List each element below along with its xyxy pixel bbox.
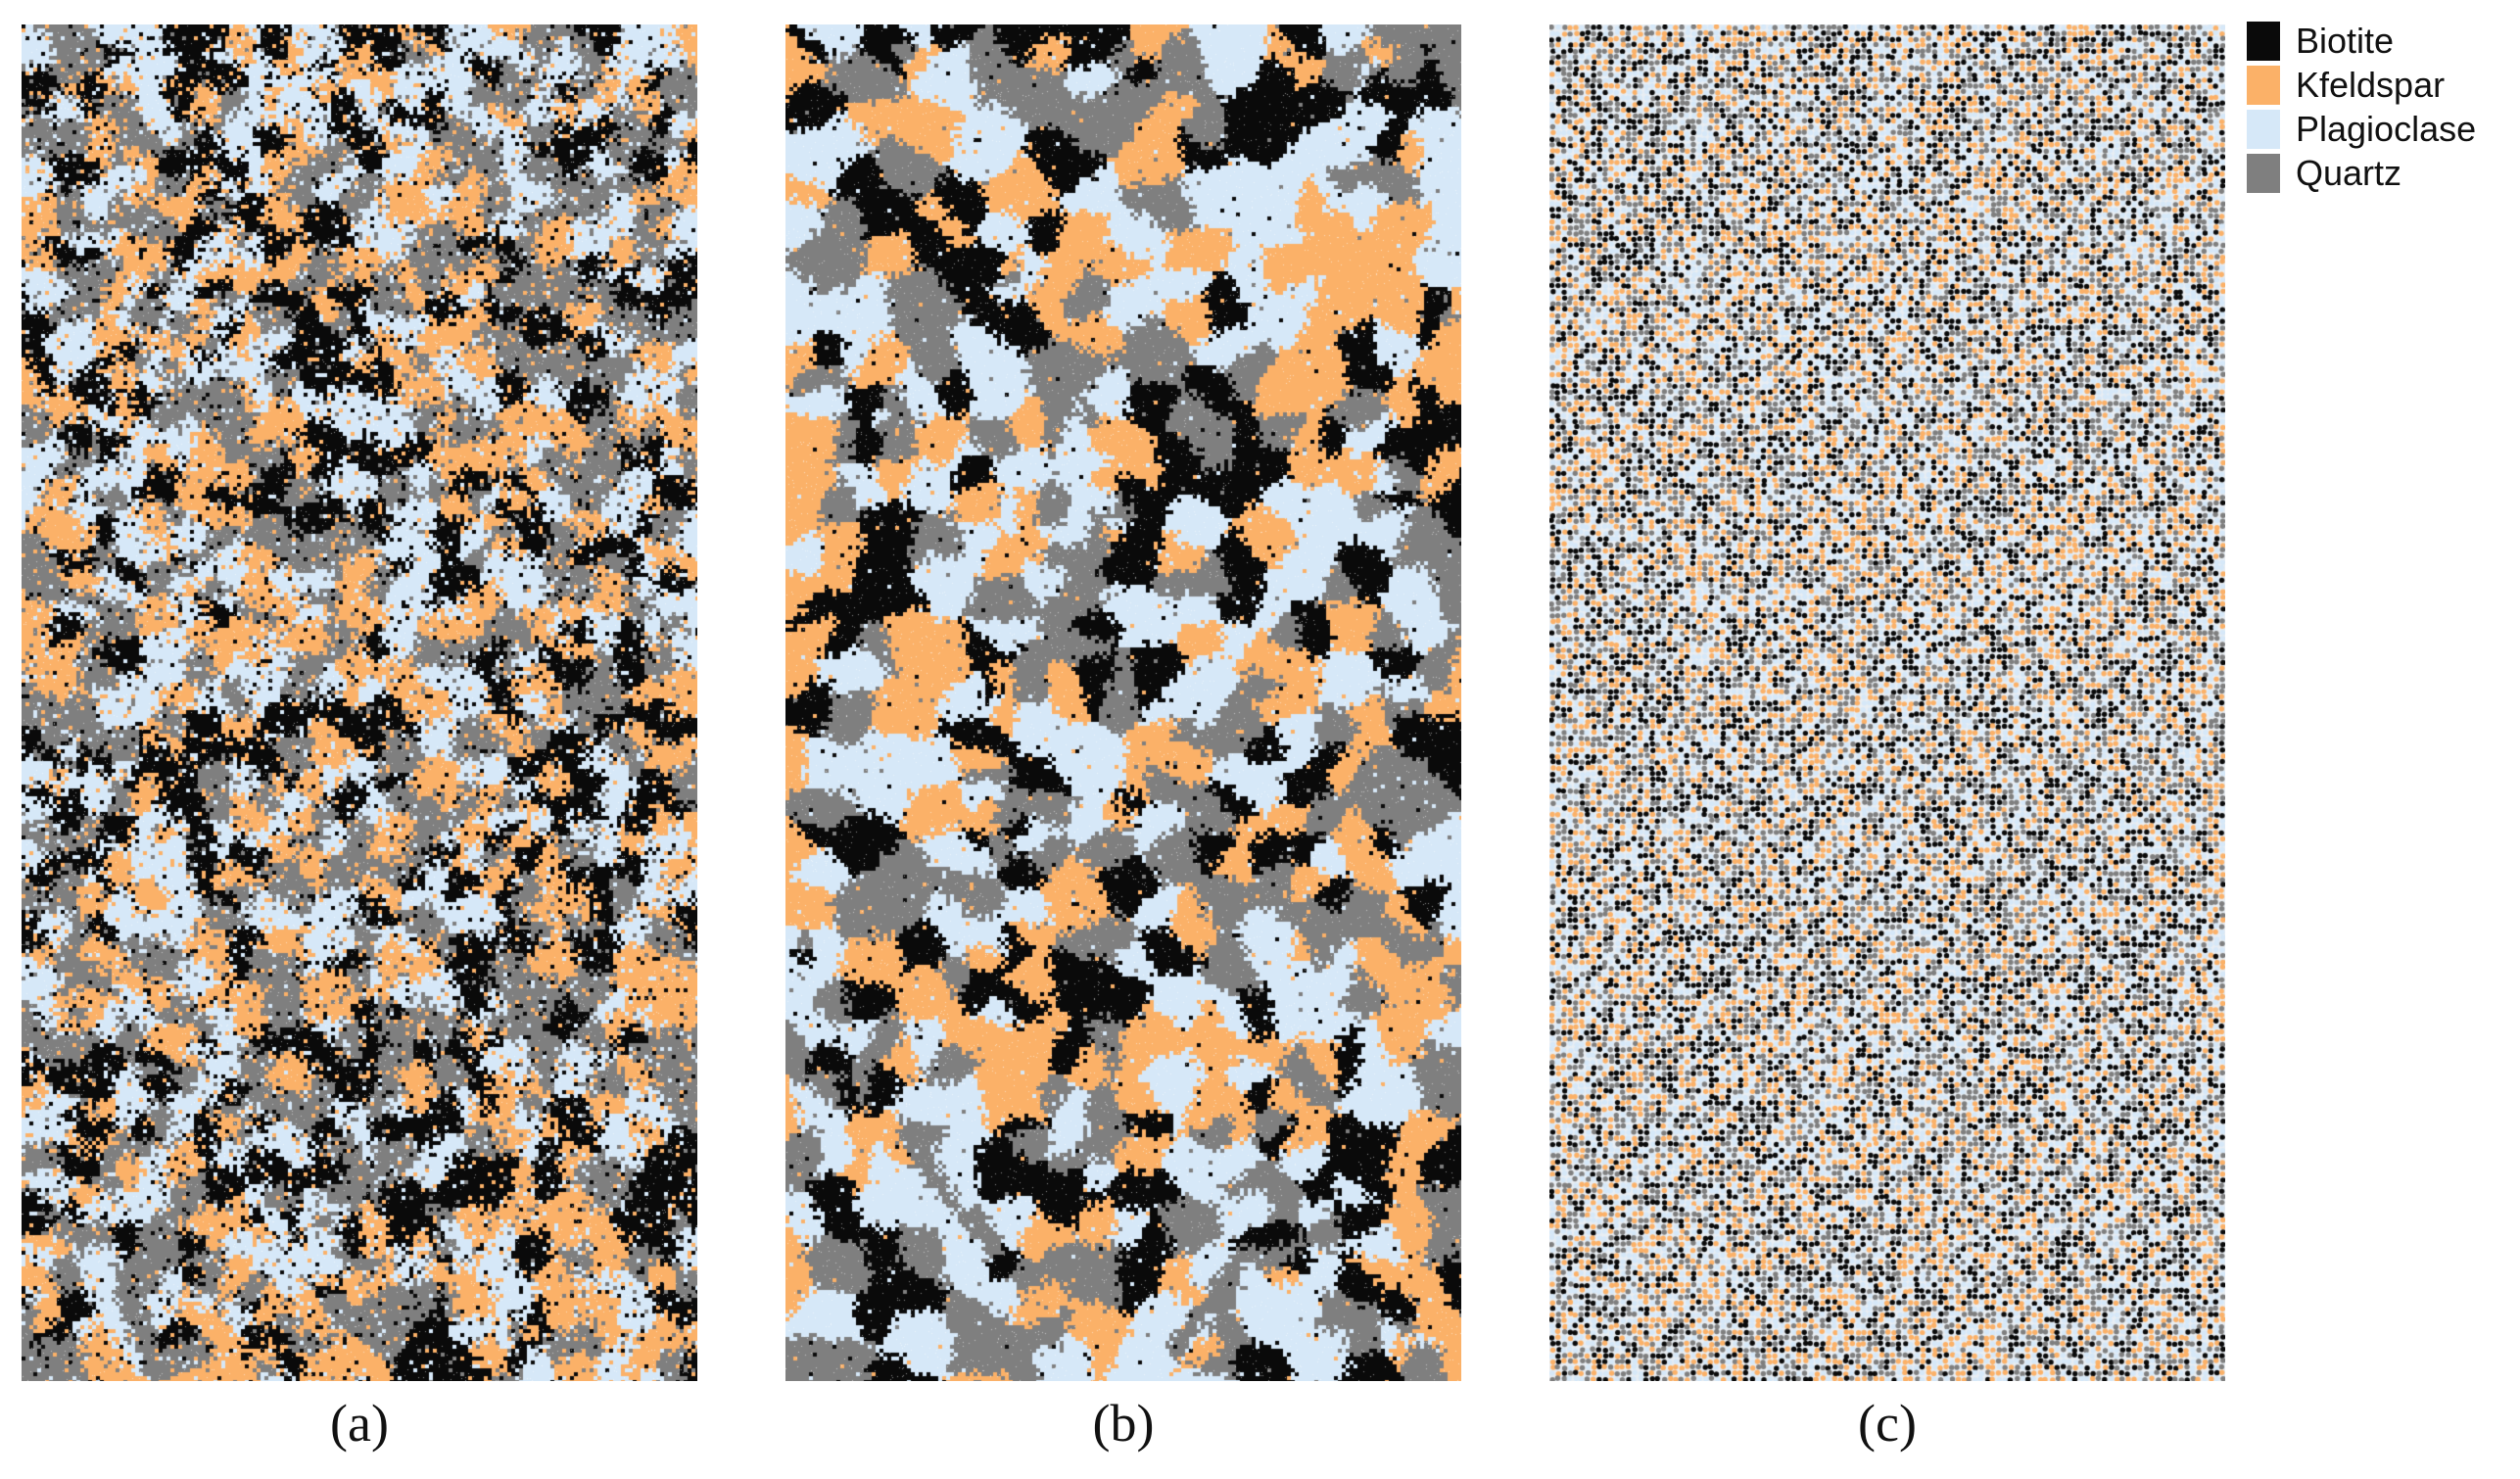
panel-a-caption: (a) bbox=[330, 1394, 389, 1453]
legend-item-kfeldspar: Kfeldspar bbox=[2247, 64, 2476, 107]
panel-b-canvas bbox=[785, 24, 1461, 1381]
legend-label-quartz: Quartz bbox=[2296, 153, 2402, 193]
legend-swatch-kfeldspar bbox=[2247, 66, 2280, 105]
legend-swatch-biotite bbox=[2247, 22, 2280, 61]
panel-a-mineral-map bbox=[22, 24, 697, 1381]
legend-label-plagioclase: Plagioclase bbox=[2296, 109, 2477, 149]
legend-swatch-quartz bbox=[2247, 154, 2280, 193]
legend-item-quartz: Quartz bbox=[2247, 152, 2476, 195]
panel-c-mineral-map bbox=[1549, 24, 2225, 1381]
panel-a-canvas bbox=[22, 24, 697, 1381]
legend-swatch-plagioclase bbox=[2247, 110, 2280, 149]
panel-c-caption: (c) bbox=[1858, 1394, 1917, 1453]
panel-b-mineral-map bbox=[785, 24, 1461, 1381]
legend: Biotite Kfeldspar Plagioclase Quartz bbox=[2247, 20, 2476, 196]
panel-b-caption: (b) bbox=[1092, 1394, 1155, 1453]
legend-item-biotite: Biotite bbox=[2247, 20, 2476, 63]
panel-c-canvas bbox=[1549, 24, 2225, 1381]
legend-label-kfeldspar: Kfeldspar bbox=[2296, 65, 2446, 105]
legend-label-biotite: Biotite bbox=[2296, 21, 2395, 61]
legend-item-plagioclase: Plagioclase bbox=[2247, 108, 2476, 151]
